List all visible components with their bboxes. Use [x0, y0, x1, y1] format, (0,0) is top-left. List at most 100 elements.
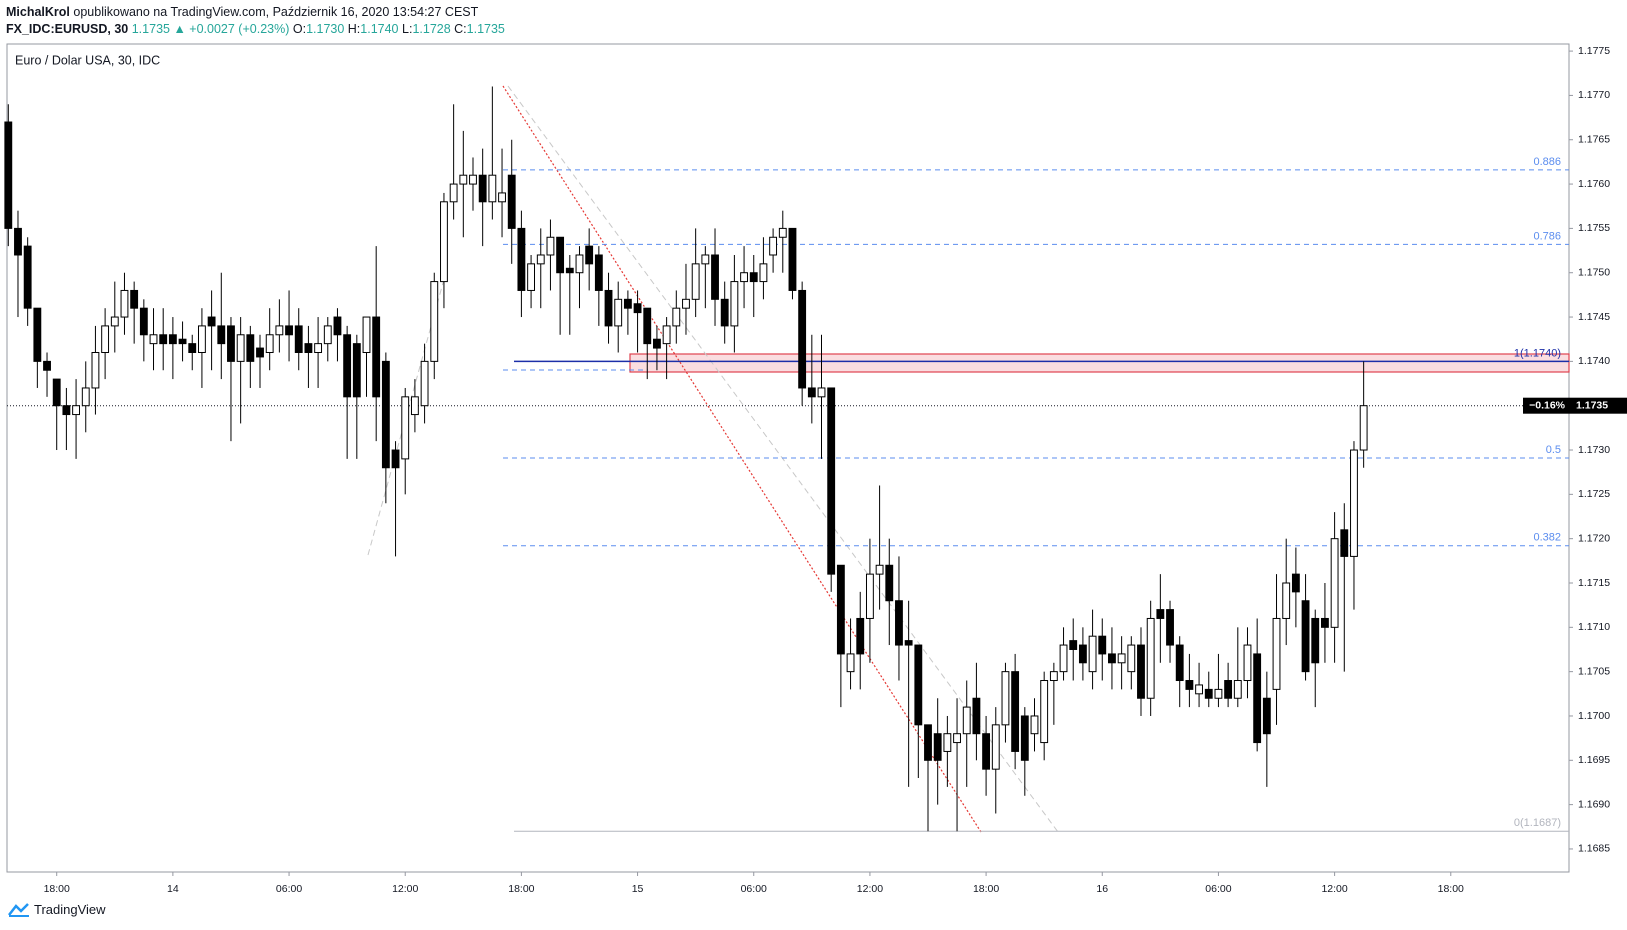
candle-body	[323, 325, 332, 345]
x-tick-label: 16	[1096, 883, 1108, 895]
fib-label: 0.5	[1546, 444, 1561, 456]
candle-body	[1359, 405, 1368, 451]
candle-body	[236, 334, 245, 362]
candle-body	[420, 360, 429, 407]
candle-body	[933, 733, 942, 761]
candle-body	[1321, 617, 1329, 628]
candle-body	[1262, 697, 1271, 735]
candle-body	[633, 303, 642, 314]
candle-body	[149, 334, 158, 345]
ohlc-value: 1.1735	[466, 22, 505, 36]
x-tick-label: 06:00	[1205, 883, 1231, 895]
candle-body	[1282, 582, 1291, 619]
x-tick-label: 18:00	[44, 883, 70, 895]
candle-body	[1030, 715, 1039, 735]
candle-body	[672, 307, 681, 327]
last: 1.1735	[131, 22, 170, 36]
candle-body	[604, 289, 613, 327]
candle-body	[1127, 644, 1136, 673]
candle-body	[1011, 671, 1020, 752]
y-tick-label: 1.1775	[1578, 45, 1610, 57]
candle-body	[740, 272, 748, 283]
candle-body	[788, 227, 797, 291]
x-tick-label: 15	[632, 883, 644, 895]
x-tick-label: 14	[167, 883, 179, 895]
candle-body	[653, 338, 661, 349]
x-tick-label: 18:00	[508, 883, 534, 895]
candle-body	[188, 343, 197, 354]
x-tick-label: 06:00	[276, 883, 302, 895]
candle-body	[139, 307, 148, 336]
candle-body	[449, 183, 458, 203]
ohlc-key: O:	[292, 22, 307, 36]
candle-body	[459, 174, 468, 185]
candle-body	[662, 325, 671, 345]
user: MichalKrol	[6, 5, 70, 19]
candle-body	[256, 347, 264, 358]
candle-body	[1137, 644, 1145, 699]
candle-body	[159, 334, 168, 345]
x-tick-label: 18:00	[973, 883, 999, 895]
candle-body	[1233, 680, 1242, 699]
candle-body	[1040, 680, 1049, 744]
candle-body	[623, 298, 632, 309]
candle-body	[72, 405, 80, 416]
candle-body	[217, 325, 226, 345]
candle-body	[953, 733, 961, 744]
y-tick-label: 1.1720	[1578, 532, 1610, 544]
ohlc-key: H:	[347, 22, 361, 36]
candle-body	[682, 298, 690, 309]
logo	[8, 902, 29, 917]
candle-body	[546, 236, 555, 256]
candle-body	[314, 343, 323, 354]
y-tick-label: 1.1770	[1578, 89, 1610, 101]
candle-body	[614, 298, 623, 327]
candle-body	[352, 343, 361, 398]
candle-body	[836, 564, 845, 655]
y-tick-label: 1.1725	[1578, 488, 1610, 500]
x-tick-label: 18:00	[1438, 883, 1464, 895]
candle-body	[943, 733, 952, 752]
candle-body	[769, 236, 778, 256]
ohlc-value: 1.1740	[360, 22, 399, 36]
candle-body	[536, 254, 545, 265]
candle-body	[498, 192, 506, 203]
y-tick-label: 1.1715	[1578, 577, 1610, 589]
candle-body	[391, 449, 400, 469]
last-price-box	[1523, 397, 1627, 414]
candle-body	[856, 617, 865, 655]
candle-body	[1185, 680, 1194, 690]
fib-label: 0.786	[1533, 230, 1561, 242]
y-tick-label: 1.1695	[1578, 754, 1610, 766]
candle-body	[1253, 653, 1262, 744]
y-tick-label: 1.1685	[1578, 843, 1610, 855]
candle-body	[4, 121, 13, 229]
candle-body	[33, 307, 42, 362]
ohlc-key: C:	[454, 22, 467, 36]
candle-body	[372, 316, 381, 398]
candle-body	[440, 201, 448, 283]
candle-body	[410, 396, 419, 416]
ohlc-key: L:	[402, 22, 413, 36]
fib-label: 1(1.1740)	[1514, 347, 1561, 359]
candle-body	[178, 338, 187, 345]
candle-body	[1301, 600, 1310, 673]
candle-body	[827, 387, 836, 575]
candle-body	[575, 254, 584, 274]
chart-title: Euro / Dolar USA, 30, IDC	[15, 53, 160, 67]
y-tick-label: 1.1700	[1578, 710, 1610, 722]
candle-body	[759, 263, 768, 283]
candle-body	[885, 564, 894, 602]
candle-body	[1078, 644, 1087, 664]
candle-body	[701, 254, 710, 265]
candle-body	[197, 325, 206, 354]
fib-label: 0(1.1687)	[1514, 817, 1561, 829]
candle-body	[798, 289, 807, 389]
candle-body	[294, 325, 303, 354]
candle-body	[972, 697, 981, 735]
header-line-2: FX_IDC:EURUSD, 30 1.1735 ▲ +0.0027 (+0.2…	[6, 21, 505, 38]
candle-body	[401, 396, 410, 460]
candle-body	[285, 325, 293, 336]
brand: TradingView	[34, 902, 106, 917]
candle-body	[343, 334, 352, 398]
